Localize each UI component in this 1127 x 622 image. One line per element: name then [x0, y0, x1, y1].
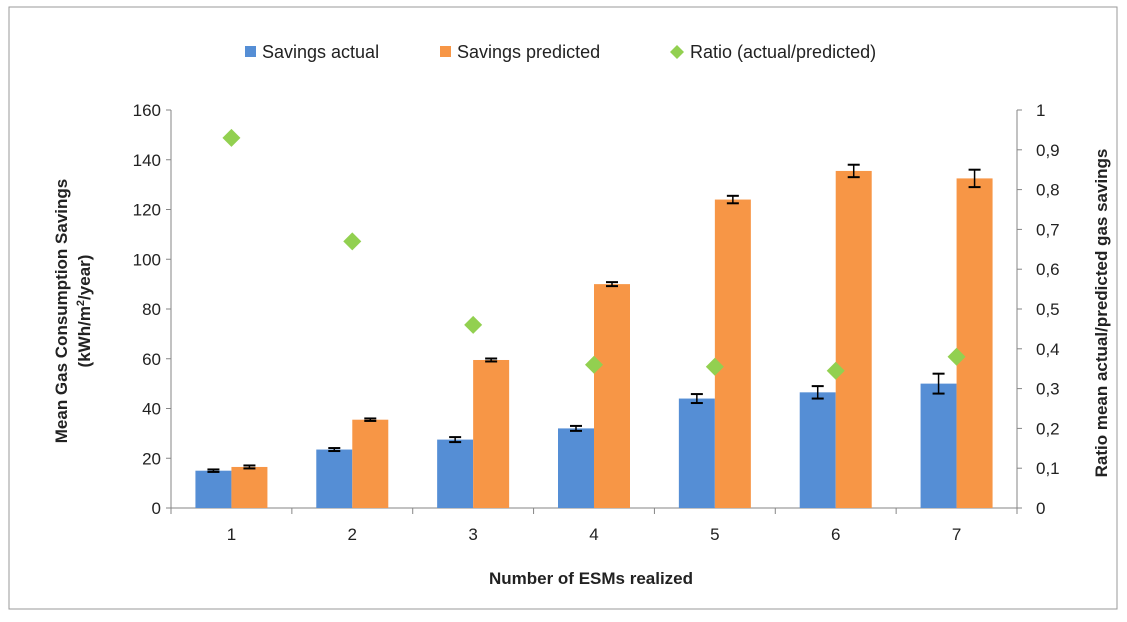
bar-savings-actual [437, 439, 474, 508]
error-bar-savings-actual [207, 468, 220, 473]
bar-savings-actual [316, 449, 353, 508]
ratio-point [464, 315, 483, 334]
y-tick-label: 100 [133, 250, 161, 269]
chart-frame [8, 6, 1118, 610]
ratio-points-group [222, 128, 966, 380]
y-tick-label: 0 [152, 499, 161, 518]
y-tick-label: 60 [142, 350, 161, 369]
bar-savings-predicted [231, 466, 268, 508]
error-bar-savings-predicted [485, 357, 498, 363]
y-axis-title-line2: (kWh/m2/year) [75, 255, 94, 368]
y2-tick-label: 0,6 [1036, 260, 1060, 279]
bar-savings-actual [799, 392, 836, 508]
legend-marker-ratio [670, 45, 684, 59]
y-axis-title-line1: Mean Gas Consumption Savings [52, 179, 71, 444]
bars-group [195, 170, 993, 509]
x-tick-label: 3 [468, 525, 477, 544]
bar-savings-predicted [714, 199, 751, 509]
bar-savings-predicted [956, 178, 993, 508]
ratio-point [947, 347, 966, 366]
ratio-point [826, 361, 845, 380]
legend-swatch-savings-predicted [440, 46, 451, 57]
y-axis-title-unit-prefix: (kWh/m [75, 306, 94, 367]
ratio-point [705, 357, 724, 376]
error-bar-savings-predicted [726, 194, 739, 205]
x-tick-label: 1 [227, 525, 236, 544]
legend: Savings actual Savings predicted Ratio (… [245, 42, 876, 62]
y-tick-label: 20 [142, 449, 161, 468]
bar-savings-predicted [835, 170, 872, 508]
error-bar-savings-predicted [847, 163, 860, 179]
y-axis-title-unit-sup: 2 [75, 300, 87, 306]
error-bar-savings-actual [690, 393, 703, 405]
error-bar-savings-actual [570, 424, 582, 432]
error-bars-group [207, 163, 981, 473]
axes: 0 20 40 60 80 100 120 140 160 0 0,1 0,2 0,3 0,4 0,5 0,6… [133, 101, 1060, 544]
y2-tick-label: 0,5 [1036, 300, 1060, 319]
ratio-point [343, 232, 362, 251]
bar-savings-actual [558, 428, 594, 508]
y2-axis-title: Ratio mean actual/predicted gas savings [1092, 149, 1111, 478]
legend-label-savings-actual: Savings actual [262, 42, 379, 62]
bar-savings-predicted [594, 284, 630, 508]
y2-tick-label: 0,4 [1036, 340, 1060, 359]
error-bar-savings-actual [449, 436, 462, 444]
bar-savings-predicted [473, 359, 510, 508]
x-tick-label: 5 [710, 525, 719, 544]
y-axis-title-unit-suffix: /year) [75, 255, 94, 300]
x-tick-label: 4 [589, 525, 598, 544]
y2-tick-label: 0,3 [1036, 380, 1060, 399]
y2-tick-label: 0,8 [1036, 181, 1060, 200]
y-tick-label: 40 [142, 400, 161, 419]
bar-savings-predicted [352, 419, 389, 508]
ratio-point [585, 355, 603, 374]
bar-savings-actual [195, 470, 232, 508]
ratio-point [222, 128, 241, 147]
error-bar-savings-predicted [243, 464, 256, 470]
x-tick-label: 6 [831, 525, 840, 544]
error-bar-savings-predicted [606, 281, 618, 288]
y-tick-label: 80 [142, 300, 161, 319]
error-bar-savings-actual [932, 372, 945, 395]
error-bar-savings-actual [328, 447, 341, 453]
bar-savings-actual [920, 383, 957, 508]
y-tick-label: 140 [133, 151, 161, 170]
error-bar-savings-actual [811, 385, 824, 400]
legend-swatch-savings-actual [245, 46, 256, 57]
y2-tick-label: 1 [1036, 101, 1045, 120]
x-tick-label: 2 [348, 525, 357, 544]
bar-savings-actual [678, 398, 715, 508]
legend-label-savings-predicted: Savings predicted [457, 42, 600, 62]
y2-tick-label: 0,1 [1036, 459, 1060, 478]
y2-tick-label: 0,2 [1036, 419, 1060, 438]
error-bar-savings-predicted [968, 168, 981, 189]
legend-label-ratio: Ratio (actual/predicted) [690, 42, 876, 62]
error-bar-savings-predicted [364, 417, 377, 422]
y-tick-label: 120 [133, 201, 161, 220]
y2-tick-label: 0,9 [1036, 141, 1060, 160]
y-tick-label: 160 [133, 101, 161, 120]
x-tick-label: 7 [952, 525, 961, 544]
y2-tick-label: 0,7 [1036, 220, 1060, 239]
y2-tick-label: 0 [1036, 499, 1045, 518]
x-axis-title: Number of ESMs realized [489, 569, 693, 588]
